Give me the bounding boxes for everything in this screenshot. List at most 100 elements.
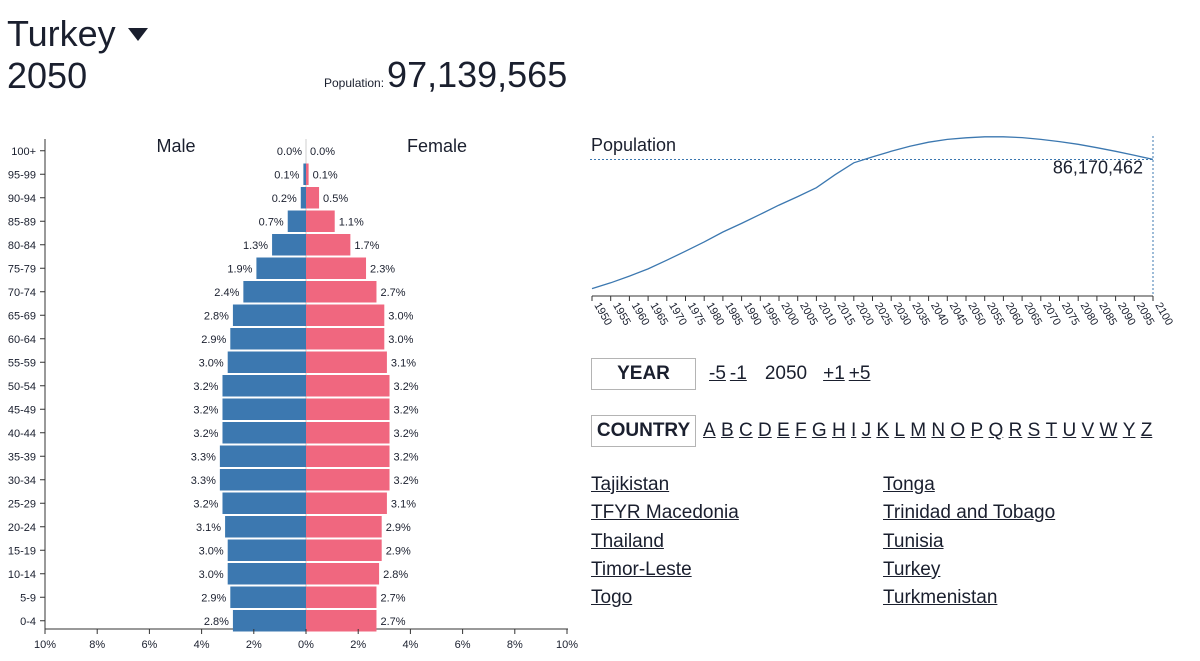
male-bar [219, 445, 306, 467]
country-link[interactable]: Turkmenistan [883, 587, 998, 609]
year-tick-label: 2010 [816, 301, 839, 328]
age-group-label: 85-89 [8, 216, 36, 228]
male-value-label: 3.2% [193, 428, 218, 440]
age-group-label: 65-69 [8, 310, 36, 322]
female-value-label: 2.7% [380, 592, 405, 604]
age-group-label: 50-54 [8, 381, 36, 393]
letter-link-m[interactable]: M [910, 420, 927, 441]
year-minus-5-link[interactable]: -5 [709, 363, 726, 384]
letter-link-f[interactable]: F [795, 420, 807, 441]
male-bar [232, 610, 306, 632]
year-tick-label: 2070 [1040, 301, 1063, 328]
year-tick-label: 2065 [1022, 301, 1045, 328]
population-label: Population: [324, 76, 385, 90]
male-bar [219, 469, 306, 491]
female-value-label: 3.2% [394, 475, 419, 487]
year-tick-label: 2045 [947, 301, 970, 328]
male-bar [230, 586, 306, 608]
female-bar [306, 469, 390, 491]
male-value-label: 3.3% [191, 451, 216, 463]
age-group-label: 10-14 [8, 569, 36, 581]
female-bar [306, 610, 377, 632]
letter-link-g[interactable]: G [811, 420, 827, 441]
letter-link-t[interactable]: T [1045, 420, 1058, 441]
letter-link-a[interactable]: A [703, 420, 716, 441]
year-tick-label: 1990 [741, 301, 764, 328]
letter-link-n[interactable]: N [931, 420, 946, 441]
age-group-label: 45-49 [8, 404, 36, 416]
letter-link-h[interactable]: H [832, 420, 846, 441]
letter-link-v[interactable]: V [1081, 420, 1095, 441]
population-line [591, 136, 1154, 290]
letter-link-p[interactable]: P [970, 420, 984, 441]
year-plus-1-link[interactable]: +1 [823, 363, 845, 384]
female-bar [306, 163, 309, 185]
female-bar [306, 422, 390, 444]
letter-link-b[interactable]: B [720, 420, 734, 441]
male-value-label: 2.4% [214, 287, 239, 299]
letter-link-d[interactable]: D [758, 420, 772, 441]
year-tick-label: 1970 [666, 301, 689, 328]
year-tick-label: 1965 [648, 301, 671, 328]
letter-link-e[interactable]: E [777, 420, 790, 441]
country-link[interactable]: Tonga [883, 474, 935, 495]
x-tick-label: 2% [246, 639, 262, 651]
male-bar [232, 304, 306, 326]
letter-link-j[interactable]: J [861, 420, 872, 441]
female-value-label: 3.2% [394, 381, 419, 393]
caret-down-icon[interactable] [127, 27, 148, 41]
country-selector[interactable]: Turkey [7, 12, 148, 56]
letter-link-q[interactable]: Q [988, 420, 1004, 441]
country-link[interactable]: TFYR Macedonia [591, 502, 739, 524]
letter-link-s[interactable]: S [1027, 420, 1041, 441]
letter-link-l[interactable]: L [894, 420, 905, 441]
age-group-label: 25-29 [8, 498, 36, 510]
x-tick-label: 10% [34, 639, 56, 651]
age-group-label: 95-99 [8, 169, 36, 181]
x-tick-label: 6% [141, 639, 157, 651]
country-link[interactable]: Timor-Leste [591, 558, 692, 580]
x-tick-label: 4% [194, 639, 210, 651]
year-plus-5-link[interactable]: +5 [848, 363, 871, 384]
female-value-label: 3.0% [388, 334, 413, 346]
letter-link-r[interactable]: R [1008, 420, 1023, 441]
letter-link-o[interactable]: O [950, 420, 966, 441]
male-value-label: 2.9% [201, 334, 226, 346]
country-link[interactable]: Tajikistan [591, 474, 670, 495]
country-link[interactable]: Turkey [883, 558, 941, 580]
country-link[interactable]: Togo [591, 587, 633, 609]
letter-link-z[interactable]: Z [1140, 420, 1153, 441]
male-bar [230, 328, 306, 350]
country-link[interactable]: Tunisia [883, 530, 944, 552]
population-value: 97,139,565 [387, 54, 568, 95]
letter-link-y[interactable]: Y [1122, 420, 1136, 441]
letter-link-u[interactable]: U [1062, 420, 1077, 441]
female-value-label: 0.5% [323, 193, 348, 205]
current-year-display: 2050 [7, 55, 88, 96]
male-bar [303, 163, 306, 185]
country-label-button[interactable]: COUNTRY [591, 415, 696, 447]
letter-link-i[interactable]: I [851, 420, 857, 441]
male-bar [222, 492, 306, 514]
male-value-label: 3.2% [193, 498, 218, 510]
male-value-label: 1.9% [227, 263, 252, 275]
letter-link-c[interactable]: C [738, 420, 753, 441]
male-value-label: 0.2% [272, 193, 297, 205]
female-bar [306, 210, 335, 232]
female-value-label: 0.0% [310, 146, 335, 158]
age-group-label: 70-74 [8, 287, 36, 299]
country-link[interactable]: Trinidad and Tobago [883, 502, 1056, 524]
year-label-button[interactable]: YEAR [591, 358, 696, 390]
letter-link-w[interactable]: W [1099, 420, 1118, 441]
letter-link-k[interactable]: K [876, 420, 890, 441]
male-bar [272, 234, 306, 256]
female-value-label: 3.2% [394, 451, 419, 463]
female-bar [306, 234, 351, 256]
age-group-label: 90-94 [8, 193, 36, 205]
country-link[interactable]: Thailand [591, 530, 664, 552]
year-minus-1-link[interactable]: -1 [729, 363, 747, 384]
female-bar [306, 563, 380, 585]
male-value-label: 2.8% [204, 310, 229, 322]
age-group-label: 80-84 [8, 240, 36, 252]
